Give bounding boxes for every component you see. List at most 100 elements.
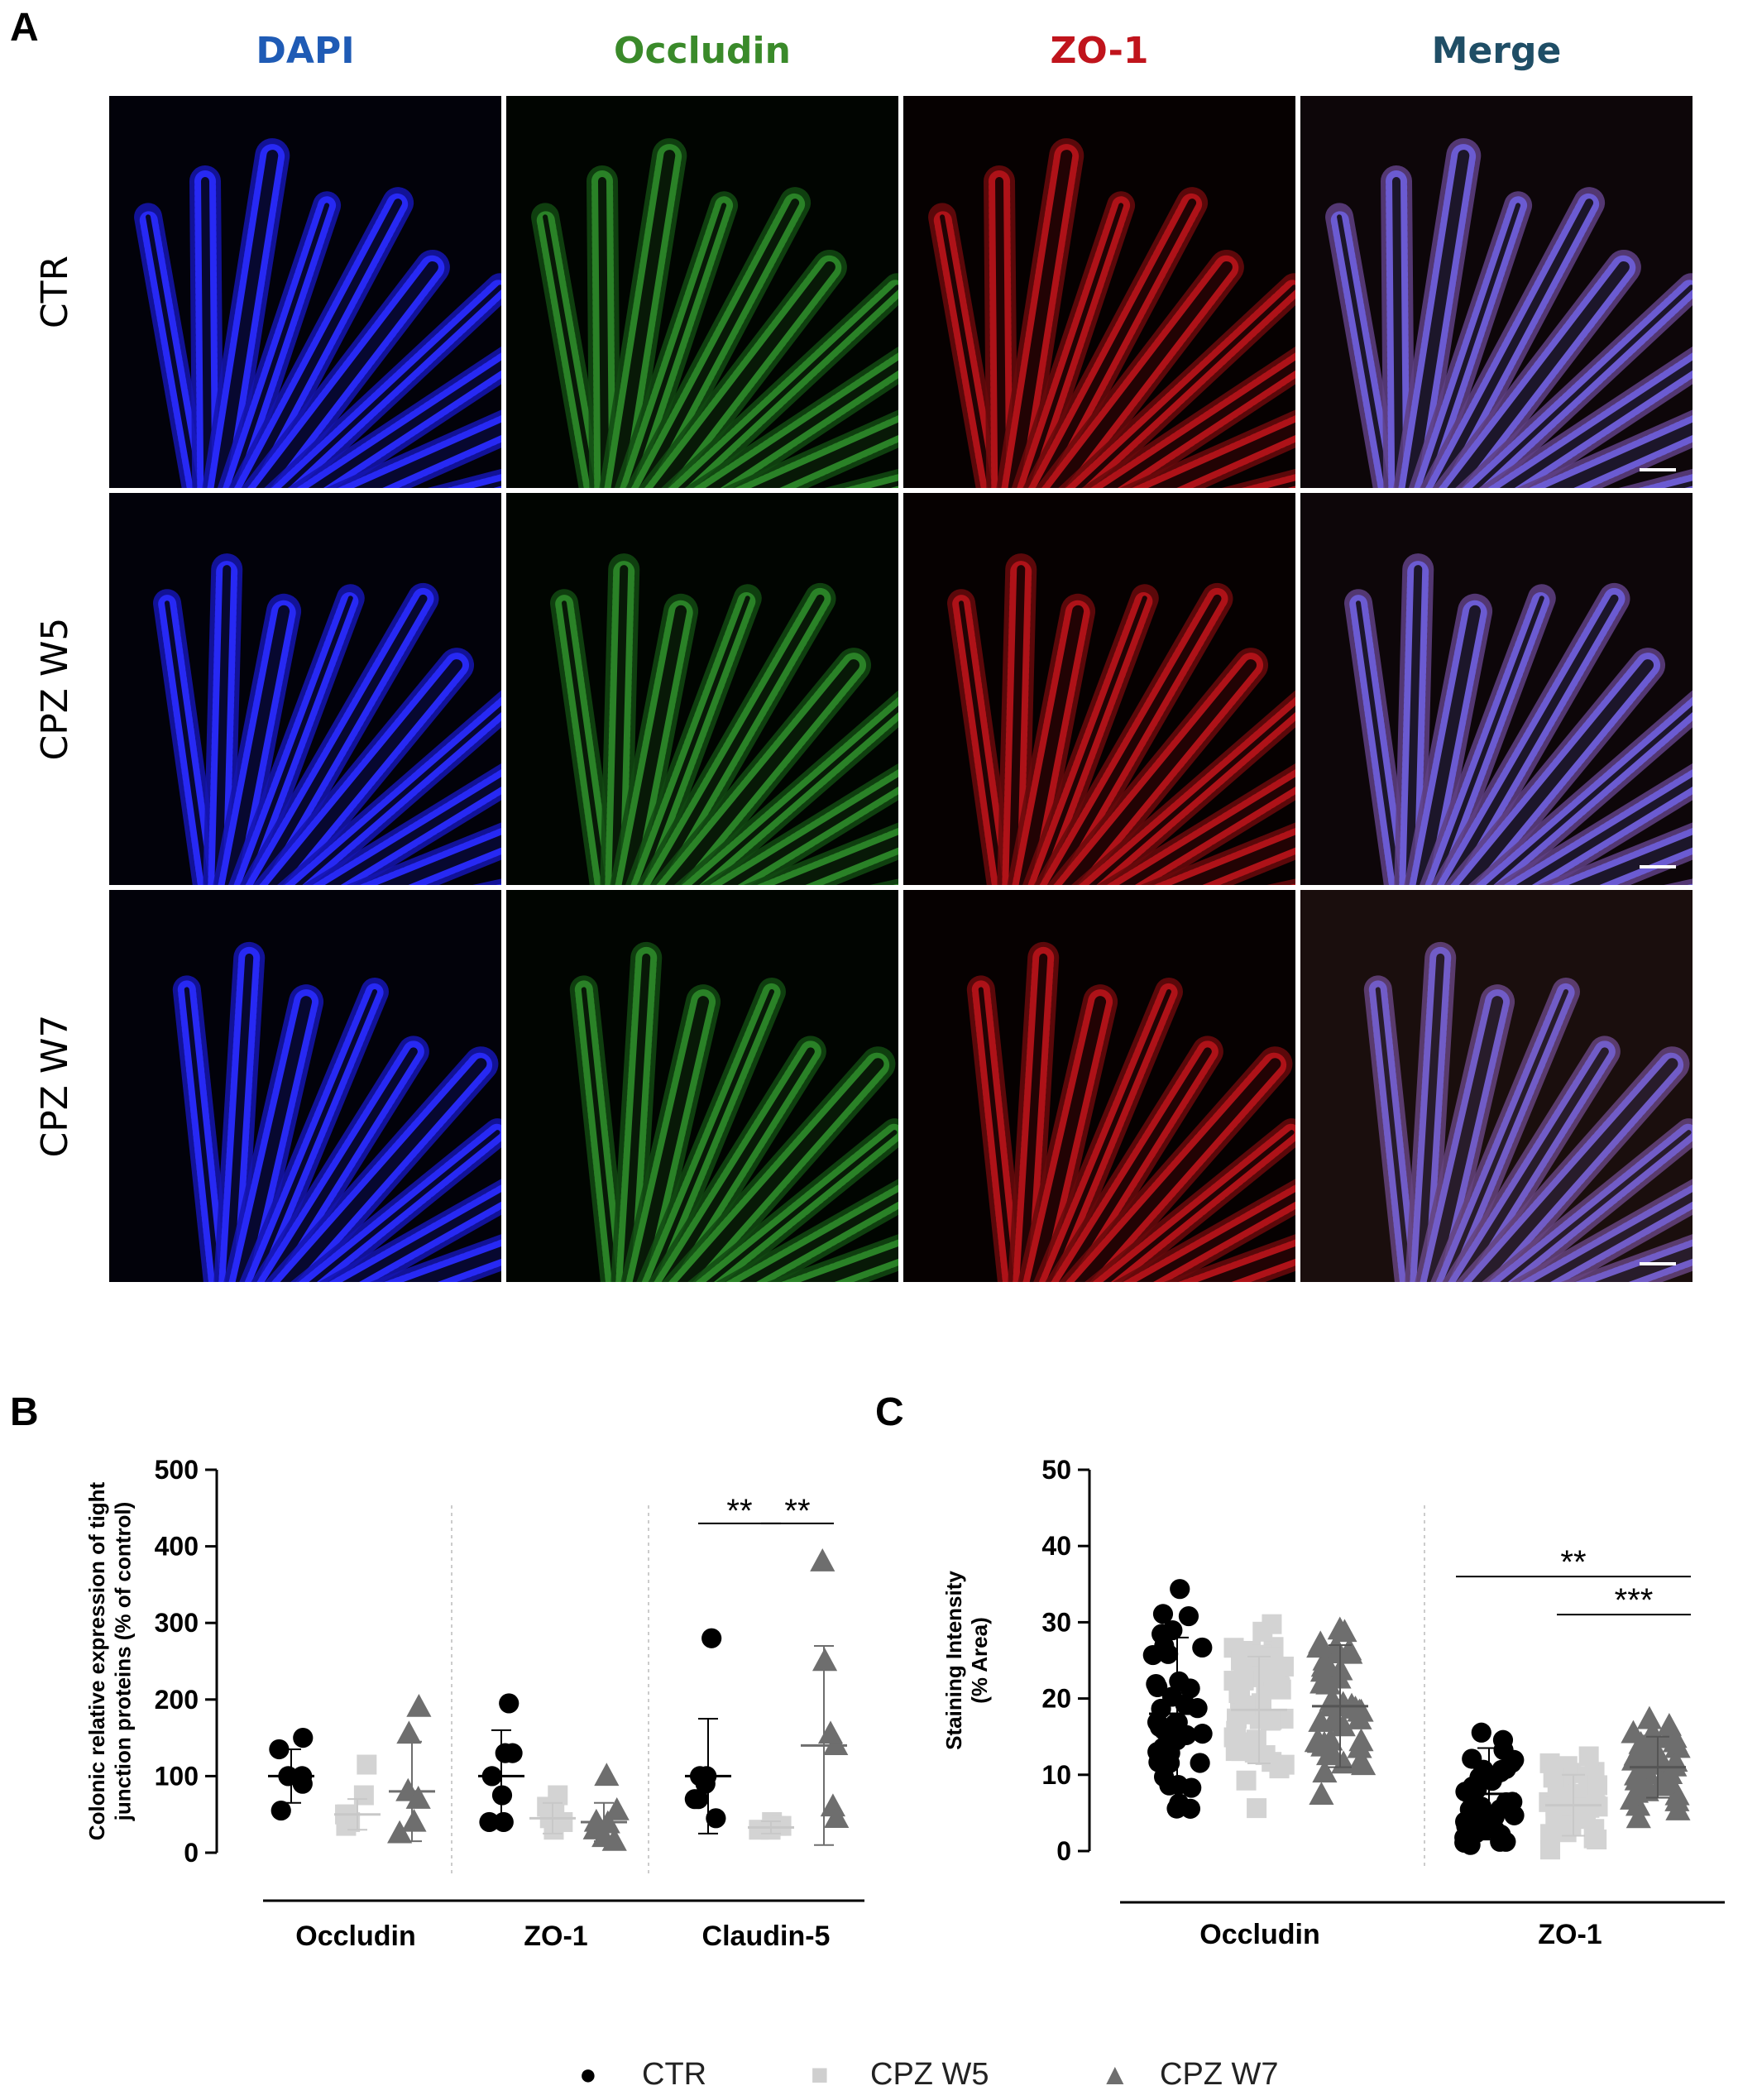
- data-point: [1152, 1604, 1174, 1624]
- data-point: [1323, 1693, 1348, 1717]
- panel-c-letter: C: [875, 1390, 904, 1434]
- data-point: [269, 1739, 290, 1760]
- data-point: [695, 1773, 716, 1794]
- panel-b-letter: B: [10, 1390, 39, 1434]
- data-point: [1270, 1677, 1290, 1697]
- legend-label-cpz-w7: CPZ W7: [1160, 2057, 1279, 2092]
- data-point: [1236, 1770, 1257, 1791]
- data-point: [1247, 1798, 1267, 1819]
- data-point: [499, 1693, 519, 1714]
- column-header-zo1: ZO-1: [1050, 30, 1149, 72]
- data-point: [1160, 1753, 1180, 1773]
- data-point: [336, 1815, 357, 1836]
- data-point: [1455, 1811, 1476, 1832]
- y-axis-label: Staining Intensity(% Area): [941, 1571, 992, 1750]
- data-point: [1625, 1805, 1651, 1829]
- y-tick-label: 0: [184, 1838, 199, 1868]
- y-tick-label: 10: [1041, 1760, 1071, 1790]
- data-point: [1625, 1792, 1651, 1816]
- data-point: [1192, 1637, 1213, 1658]
- data-point: [1158, 1643, 1179, 1664]
- chart-panel-b: 0 100 200 300 400 500 Colonic relative express…: [84, 1455, 864, 1952]
- data-point: [1235, 1695, 1256, 1715]
- micrograph-ctr-dapi: [109, 96, 501, 488]
- data-point: [1310, 1733, 1336, 1757]
- data-point: [1549, 1784, 1569, 1805]
- scale-bar: [1640, 865, 1676, 868]
- data-point: [1178, 1605, 1199, 1627]
- data-point: [292, 1773, 313, 1794]
- legend-marker-cpz-w7: ▲: [1100, 2057, 1130, 2091]
- data-point: [1312, 1759, 1338, 1783]
- data-point: [1348, 1748, 1373, 1772]
- y-tick-label: 300: [155, 1608, 199, 1638]
- data-point: [1308, 1709, 1333, 1732]
- data-point: [810, 1548, 835, 1571]
- data-point: [1180, 1678, 1200, 1699]
- data-point: [1180, 1798, 1201, 1819]
- column-header-merge: Merge: [1431, 30, 1562, 72]
- data-point: [1587, 1775, 1608, 1796]
- scale-bar: [1640, 468, 1676, 471]
- data-point: [293, 1728, 314, 1748]
- y-tick-label: 50: [1041, 1455, 1071, 1485]
- data-point: [1664, 1788, 1690, 1811]
- significance-label: **: [726, 1493, 752, 1529]
- micrograph-cpz-w7-zo1: [903, 890, 1295, 1282]
- column-header-dapi: DAPI: [256, 30, 355, 72]
- data-point: [1170, 1579, 1190, 1600]
- micrograph-cpz-w7-dapi: [109, 890, 501, 1282]
- data-point: [1327, 1616, 1353, 1640]
- x-group-label: Occludin: [1199, 1919, 1319, 1950]
- x-group-label: Occludin: [295, 1921, 415, 1952]
- data-point: [824, 1805, 850, 1829]
- data-point: [1662, 1753, 1688, 1777]
- data-point: [1540, 1824, 1561, 1844]
- y-axis-label: Colonic relative expression of tightjunc…: [84, 1481, 135, 1840]
- data-point: [1181, 1777, 1202, 1798]
- data-point: [601, 1827, 627, 1851]
- data-point: [1231, 1650, 1252, 1671]
- data-point: [1190, 1753, 1210, 1773]
- data-point: [401, 1808, 427, 1832]
- data-point: [357, 1754, 377, 1775]
- data-point: [1262, 1614, 1282, 1634]
- data-point: [396, 1720, 422, 1744]
- data-point: [1625, 1767, 1651, 1791]
- data-point: [1578, 1746, 1599, 1767]
- legend-marker-ctr: ●: [579, 2057, 597, 2091]
- y-tick-label: 0: [1056, 1836, 1071, 1866]
- data-point: [1543, 1768, 1563, 1788]
- micrograph-ctr-merge: [1300, 96, 1693, 488]
- panel-a-letter: A: [10, 6, 39, 50]
- data-point: [1306, 1634, 1332, 1658]
- micrograph-cpz-w7-occludin: [506, 890, 898, 1282]
- legend-marker-cpz-w5: ■: [811, 2057, 829, 2091]
- y-tick-label: 100: [155, 1761, 199, 1791]
- row-label-cpz-w5: CPZ W5: [34, 617, 76, 761]
- micrograph-ctr-occludin: [506, 96, 898, 488]
- data-point: [1636, 1705, 1662, 1729]
- data-point: [1347, 1698, 1372, 1722]
- data-point: [1326, 1640, 1352, 1664]
- x-group-label: Claudin-5: [702, 1921, 831, 1952]
- data-point: [1475, 1820, 1496, 1840]
- y-tick-label: 500: [155, 1455, 199, 1485]
- data-point: [1502, 1791, 1523, 1812]
- significance-label: **: [784, 1493, 810, 1529]
- data-point: [1233, 1670, 1254, 1691]
- column-header-occludin: Occludin: [614, 30, 791, 72]
- data-point: [1175, 1694, 1195, 1715]
- data-point: [491, 1785, 513, 1806]
- micrograph-cpz-w5-dapi: [109, 493, 501, 885]
- data-point: [1471, 1722, 1491, 1743]
- data-point: [604, 1796, 630, 1820]
- data-point: [1314, 1653, 1339, 1677]
- data-point: [817, 1720, 844, 1744]
- significance-label: **: [1560, 1544, 1586, 1581]
- significance-label: ***: [1615, 1582, 1654, 1619]
- data-point: [1490, 1762, 1511, 1782]
- micrograph-cpz-w5-merge: [1300, 493, 1693, 885]
- data-point: [406, 1693, 432, 1717]
- micrograph-cpz-w7-merge: [1300, 890, 1693, 1282]
